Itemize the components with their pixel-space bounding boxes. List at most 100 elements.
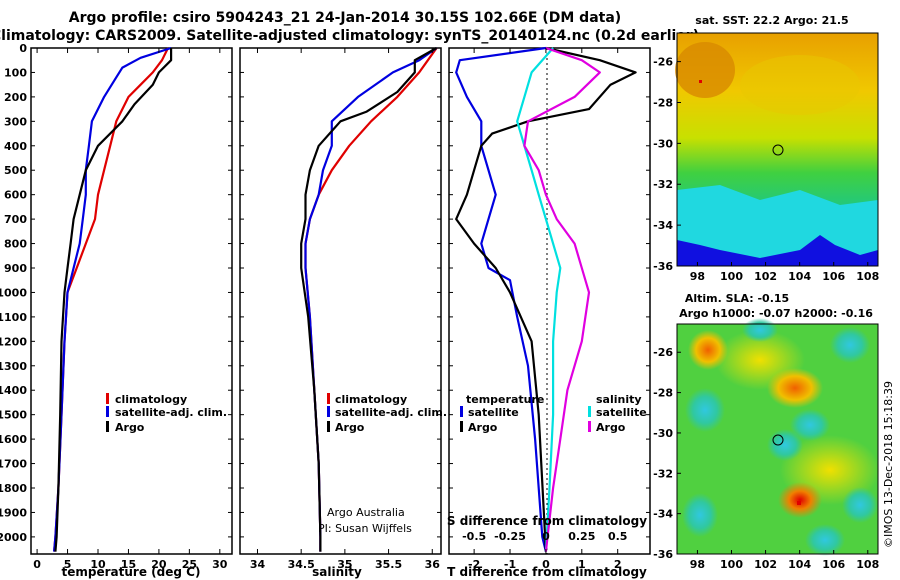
- depth-axis: 0 100 200 300 400 500 600 700 800 900 1000 1100 1200…: [0, 42, 650, 544]
- sla-map-title-line2: Argo h1000: -0.07 h2000: -0.16: [679, 307, 873, 320]
- map-y-tick-label: -28: [653, 96, 673, 109]
- sla-cyan-blob-6: [682, 493, 718, 537]
- x-tick-label: 0: [33, 558, 41, 571]
- sst-red-marker: [699, 80, 702, 83]
- legend-label-climatology: climatology: [335, 393, 407, 406]
- map-y-tick-label: -30: [653, 137, 673, 150]
- x-tick-label: 1: [578, 558, 586, 571]
- depth-tick-label: 400: [4, 140, 27, 153]
- temperature-axis-label: temperature (deg C): [62, 565, 201, 579]
- depth-tick-label: 0: [19, 42, 27, 55]
- x-tick-label: 2: [614, 558, 622, 571]
- depth-tick-label: 1800: [0, 482, 27, 495]
- map-x-tick-label: 106: [822, 558, 845, 571]
- map-x-tick-label: 104: [788, 558, 811, 571]
- x-tick-label: 25: [182, 558, 197, 571]
- sst-map-title: sat. SST: 22.2 Argo: 21.5: [695, 14, 848, 27]
- legend-label-t-argo: Argo: [468, 421, 498, 434]
- x-tick-label: 30: [212, 558, 228, 571]
- s-tick-label: -0.25: [494, 530, 526, 543]
- map-y-tick-label: -28: [653, 387, 673, 400]
- depth-tick-label: 100: [4, 66, 27, 79]
- x-tick-label: 34: [250, 558, 266, 571]
- legend-marker-t-satellite: [460, 406, 463, 417]
- s-tick-label: 0.5: [608, 530, 628, 543]
- map-y-tick-label: -26: [653, 346, 673, 359]
- sla-map: [676, 318, 880, 556]
- sst-blue-region: [677, 235, 878, 266]
- legend-title-salinity: salinity: [596, 393, 642, 406]
- x-tick-label: 34.5: [288, 558, 315, 571]
- legend-label-satellite: satellite-adj. clim.: [335, 406, 447, 419]
- legend-label-climatology: climatology: [115, 393, 187, 406]
- depth-tick-label: 1900: [0, 506, 27, 519]
- depth-tick-label: 2000: [0, 531, 27, 544]
- sla-cyan-blob-2: [790, 409, 830, 441]
- depth-tick-label: 1300: [0, 360, 27, 373]
- sst-map-frame: [676, 32, 879, 267]
- sla-cyan-blob-7: [842, 487, 878, 523]
- legend-marker-climatology: [327, 393, 330, 404]
- x-tick-label: -2: [468, 558, 480, 571]
- map-y-tick-label: -30: [653, 427, 673, 440]
- series-line-argo: [54, 48, 173, 552]
- series-line-t-argo: [455, 46, 637, 552]
- depth-tick-label: 1000: [0, 286, 27, 299]
- sla-orange-blob: [688, 330, 728, 370]
- sla-cyan-blob-4: [830, 327, 870, 363]
- figure-title-line2: Climatology: CARS2009. Satellite-adjuste…: [0, 28, 699, 44]
- salinity-plot-frame: [239, 47, 442, 555]
- map-x-tick-label: 106: [822, 270, 845, 283]
- depth-tick-label: 1600: [0, 433, 27, 446]
- legend-marker-climatology: [106, 393, 109, 404]
- map-x-tick-label: 100: [720, 558, 743, 571]
- legend-label-argo: Argo: [335, 421, 365, 434]
- sla-red-marker: [797, 501, 801, 505]
- map-y-tick-label: -34: [653, 508, 673, 521]
- depth-tick-label: 300: [4, 115, 27, 128]
- series-line-s-satellite: [516, 47, 562, 552]
- map-x-tick-label: 108: [856, 270, 879, 283]
- map-y-tick-label: -36: [653, 548, 673, 561]
- x-tick-label: 35: [337, 558, 352, 571]
- sla-cyan-blob-3: [685, 388, 725, 432]
- series-line-argo: [300, 47, 438, 552]
- legend-marker-s-argo: [588, 421, 591, 432]
- x-tick-label: 0: [542, 558, 550, 571]
- series-line-s-argo: [523, 46, 601, 552]
- x-tick-label: 10: [90, 558, 106, 571]
- x-tick-label: 20: [151, 558, 167, 571]
- x-tick-label: 36: [425, 558, 441, 571]
- s-tick-label: 0.25: [568, 530, 595, 543]
- salinity-axis-label: salinity: [312, 565, 362, 579]
- legend-marker-t-argo: [460, 421, 463, 432]
- map-x-tick-label: 102: [754, 270, 777, 283]
- credit-argo-australia: Argo Australia: [327, 506, 405, 519]
- sla-map-axes: 98 100 102 104 106 108 -26 -28 -30 -32 -34 -36: [653, 346, 879, 571]
- depth-tick-label: 1500: [0, 409, 27, 422]
- legend-marker-satellite: [106, 406, 109, 417]
- figure-title-line1: Argo profile: csiro 5904243_21 24-Jan-20…: [69, 10, 621, 26]
- map-y-tick-label: -32: [653, 467, 673, 480]
- sla-red-blob: [778, 482, 822, 518]
- depth-tick-label: 700: [4, 213, 27, 226]
- depth-tick-label: 200: [4, 91, 27, 104]
- sla-cyan-blob: [742, 318, 778, 342]
- depth-tick-label: 1100: [0, 311, 27, 324]
- map-x-tick-label: 102: [754, 558, 777, 571]
- imos-credit: ©IMOS 13-Dec-2018 15:18:39: [882, 381, 895, 548]
- temperature-plot-frame: [30, 47, 233, 555]
- map-x-tick-label: 100: [720, 270, 743, 283]
- legend-marker-satellite: [327, 406, 330, 417]
- series-line-climatology: [53, 47, 169, 552]
- map-x-tick-label: 108: [856, 558, 879, 571]
- sla-orange-blob-2: [767, 368, 823, 408]
- legend-label-argo: Argo: [115, 421, 145, 434]
- series-line-t-satellite: [455, 46, 547, 552]
- profile-lines: [53, 46, 637, 552]
- series-line-climatology: [304, 47, 438, 552]
- sst-warm-patch: [675, 42, 735, 98]
- x-tick-label: 35.5: [375, 558, 402, 571]
- legend-title-temperature: temperature: [466, 393, 544, 406]
